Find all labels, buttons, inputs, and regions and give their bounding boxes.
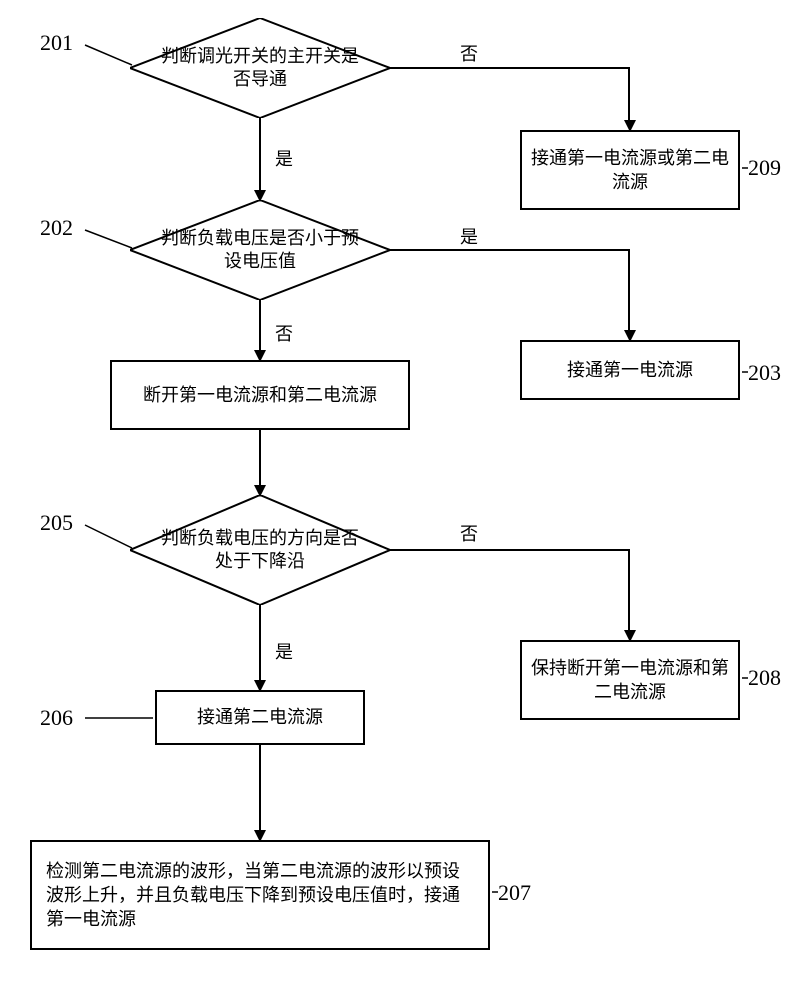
- process-206-text: 接通第二电流源: [197, 705, 323, 729]
- process-207-text: 检测第二电流源的波形，当第二电流源的波形以预设波形上升，并且负载电压下降到预设电…: [46, 859, 474, 932]
- ref-205: 205: [40, 510, 73, 536]
- edge-label-205-no: 否: [460, 520, 478, 546]
- process-connect-src1-or-src2: 接通第一电流源或第二电流源: [520, 130, 740, 210]
- decision-falling-edge: 判断负载电压的方向是否处于下降沿: [130, 495, 390, 605]
- flowchart-canvas: 判断调光开关的主开关是否导通 接通第一电流源或第二电流源 判断负载电压是否小于预…: [0, 0, 799, 1000]
- edge-label-202-yes: 是: [460, 223, 478, 249]
- process-disconnect-src1-src2: 断开第一电流源和第二电流源: [110, 360, 410, 430]
- edge-label-201-yes: 是: [275, 145, 293, 171]
- process-203-text: 接通第一电流源: [567, 358, 693, 382]
- edge-label-205-yes: 是: [275, 638, 293, 664]
- process-connect-src2: 接通第二电流源: [155, 690, 365, 745]
- decision-load-voltage-lt: 判断负载电压是否小于预设电压值: [130, 200, 390, 300]
- ref-206: 206: [40, 705, 73, 731]
- process-208-text: 保持断开第一电流源和第二电流源: [528, 656, 732, 705]
- edge-label-202-no: 否: [275, 320, 293, 346]
- decision-main-switch: 判断调光开关的主开关是否导通: [130, 18, 390, 118]
- ref-209: 209: [748, 155, 781, 181]
- ref-203: 203: [748, 360, 781, 386]
- edge-label-201-no: 否: [460, 40, 478, 66]
- ref-208: 208: [748, 665, 781, 691]
- decision-201-text: 判断调光开关的主开关是否导通: [156, 45, 364, 92]
- process-keep-disconnected: 保持断开第一电流源和第二电流源: [520, 640, 740, 720]
- process-detect-waveform: 检测第二电流源的波形，当第二电流源的波形以预设波形上升，并且负载电压下降到预设电…: [30, 840, 490, 950]
- process-209-text: 接通第一电流源或第二电流源: [528, 146, 732, 195]
- process-connect-src1: 接通第一电流源: [520, 340, 740, 400]
- ref-202: 202: [40, 215, 73, 241]
- decision-202-text: 判断负载电压是否小于预设电压值: [156, 227, 364, 274]
- decision-205-text: 判断负载电压的方向是否处于下降沿: [156, 527, 364, 574]
- process-204-text: 断开第一电流源和第二电流源: [143, 383, 377, 407]
- ref-207: 207: [498, 880, 531, 906]
- ref-201: 201: [40, 30, 73, 56]
